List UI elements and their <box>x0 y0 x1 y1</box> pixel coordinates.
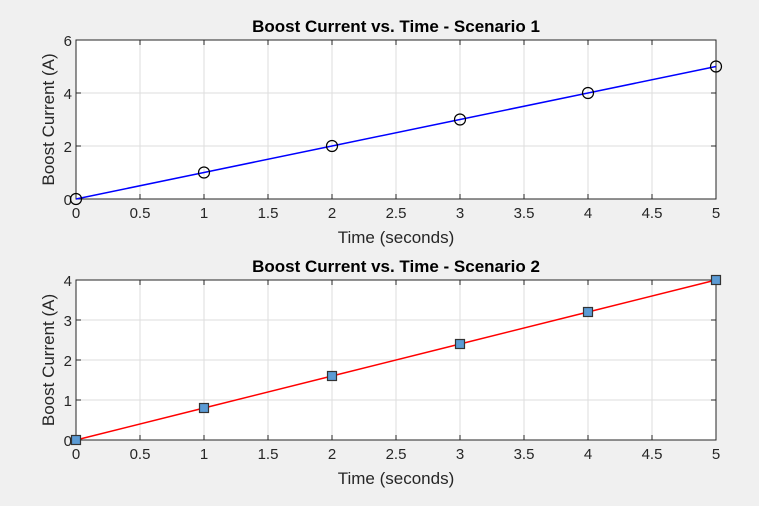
x-axis-label: Time (seconds) <box>338 469 455 488</box>
chart-1: 0 0.5 1 1.5 2 2.5 3 3.5 4 4.5 5 0 2 4 6 Boost Current v… <box>39 17 723 247</box>
chart-title: Boost Current vs. Time - Scenario 2 <box>252 257 540 276</box>
x-tick-label: 3 <box>456 205 464 222</box>
x-tick-label: 3.5 <box>514 205 535 222</box>
y-tick-label: 4 <box>64 273 72 290</box>
x-tick-label: 4.5 <box>642 446 663 463</box>
data-point-marker <box>325 139 339 153</box>
data-point-marker <box>326 370 338 382</box>
data-point-marker <box>581 86 595 100</box>
x-tick-label: 2 <box>328 446 336 463</box>
data-point-marker <box>198 402 210 414</box>
y-tick-label: 1 <box>64 393 72 410</box>
x-tick-label: 3.5 <box>514 446 535 463</box>
chart-2: 0 0.5 1 1.5 2 2.5 3 3.5 4 4.5 5 0 1 2 3 4 Boost Current … <box>39 257 722 488</box>
y-tick-label: 0 <box>64 433 72 450</box>
y-tick-label: 3 <box>64 313 72 330</box>
x-tick-label: 2.5 <box>386 205 407 222</box>
data-point-marker <box>69 192 83 206</box>
data-point-marker <box>454 338 466 350</box>
x-tick-label: 0 <box>72 446 80 463</box>
x-tick-label: 0 <box>72 205 80 222</box>
x-tick-label: 1.5 <box>258 205 279 222</box>
x-tick-label: 2.5 <box>386 446 407 463</box>
data-point-marker <box>197 166 211 179</box>
x-tick-label: 2 <box>328 205 336 222</box>
x-tick-label: 4 <box>584 446 592 463</box>
x-tick-label: 0.5 <box>130 205 151 222</box>
data-point-marker <box>70 434 82 446</box>
chart-title: Boost Current vs. Time - Scenario 1 <box>252 17 540 36</box>
y-tick-label: 2 <box>64 353 72 370</box>
x-tick-label: 4.5 <box>642 205 663 222</box>
y-tick-label: 2 <box>64 139 72 156</box>
data-point-marker <box>582 306 594 318</box>
y-axis-label: Boost Current (A) <box>39 294 58 426</box>
y-tick-label: 6 <box>64 33 72 50</box>
x-tick-label: 4 <box>584 205 592 222</box>
y-tick-label: 0 <box>64 192 72 209</box>
x-tick-label: 3 <box>456 446 464 463</box>
x-tick-label: 0.5 <box>130 446 151 463</box>
x-tick-label: 5 <box>712 446 720 463</box>
x-tick-label: 1.5 <box>258 446 279 463</box>
series-line <box>75 65 717 200</box>
data-point-marker <box>710 274 722 286</box>
y-axis-label: Boost Current (A) <box>39 53 58 185</box>
x-tick-label: 5 <box>712 205 720 222</box>
y-tick-label: 4 <box>64 86 72 103</box>
x-tick-label: 1 <box>200 205 208 222</box>
series-line <box>75 279 717 441</box>
data-point-marker <box>453 113 467 126</box>
data-point-marker <box>709 60 723 73</box>
x-axis-label: Time (seconds) <box>338 228 455 247</box>
x-tick-label: 1 <box>200 446 208 463</box>
